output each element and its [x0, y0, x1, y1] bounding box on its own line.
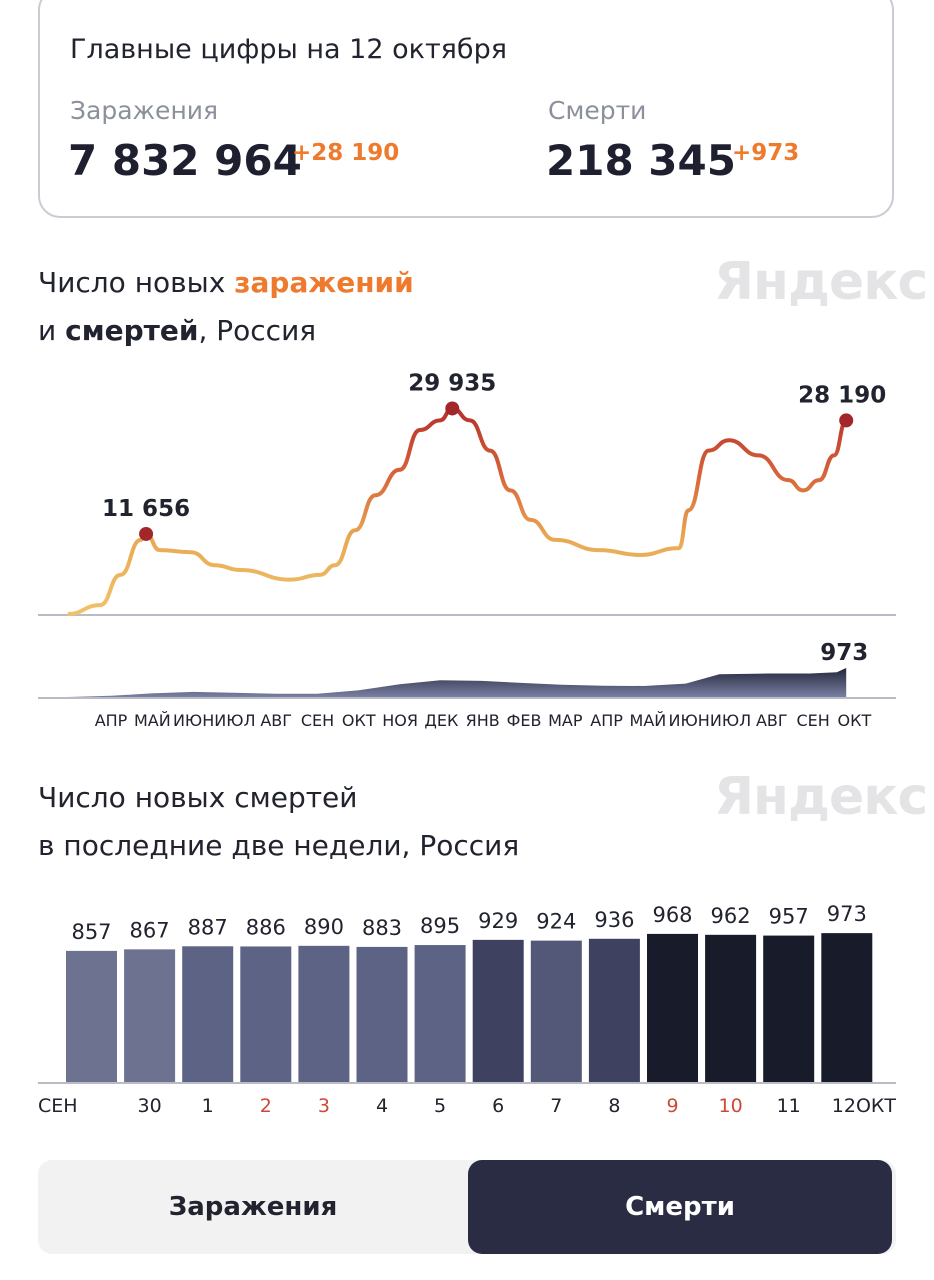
x-tick-label: ИЮЛ [710, 711, 751, 730]
bar-category-label: 1 [202, 1095, 214, 1117]
x-tick-label: ОКТ [838, 711, 872, 730]
peak-label: 29 935 [408, 370, 496, 396]
peak-label: 28 190 [798, 382, 886, 408]
x-tick-label: ИЮН [669, 711, 710, 730]
bar-value-label: 890 [304, 915, 344, 939]
peak-marker [139, 526, 154, 541]
chart2-title-line2: в последние две недели, Россия [38, 829, 520, 862]
bar-category-label: 4 [376, 1095, 388, 1117]
yandex-watermark: Яндекс [714, 252, 928, 312]
infections-button[interactable]: Заражения [168, 1192, 338, 1222]
bar-value-label: 883 [362, 916, 402, 940]
x-tick-label: ДЕК [424, 711, 459, 730]
chart2-title-line1: Число новых смертей [38, 781, 358, 814]
bar-value-label: 929 [478, 909, 518, 933]
x-tick-label: НОЯ [382, 711, 418, 730]
x-tick-label: АПР [590, 711, 623, 730]
chart1-title-deaths: смертей [65, 314, 199, 347]
bar-value-label: 886 [246, 915, 286, 939]
x-tick-label: ИЮЛ [214, 711, 255, 730]
deaths-bar-chart: 857 СЕН 867 30 887 1 886 2 890 3 883 4 895 5 929 6 924 7 9… [38, 902, 897, 1117]
bar-category-label: 11 [777, 1095, 801, 1117]
bar-category-label: 12ОКТ [832, 1095, 897, 1117]
chart1-title-infections: заражений [234, 266, 414, 299]
x-tick-label: ИЮН [173, 711, 214, 730]
infections-label: Заражения [70, 96, 219, 125]
bar-category-label: 7 [550, 1095, 562, 1117]
deaths-label: Смерти [548, 96, 647, 125]
bar [240, 946, 292, 1082]
bar-value-label: 936 [594, 908, 634, 932]
bar [124, 949, 176, 1082]
bar-category-label: 3 [318, 1095, 330, 1117]
deaths-delta: +973 [732, 140, 800, 166]
bar [182, 946, 234, 1082]
bar-value-label: 973 [827, 902, 867, 926]
x-tick-label: ОКТ [342, 711, 376, 730]
peak-marker [445, 401, 460, 416]
bar-value-label: 887 [188, 915, 228, 939]
infections-total: 7 832 964 [68, 136, 302, 185]
x-tick-label: СЕН [301, 711, 334, 730]
bar-category-label: 10 [719, 1095, 743, 1117]
bar-value-label: 924 [536, 910, 576, 934]
bar-value-label: 857 [71, 920, 111, 944]
x-tick-label: АВГ [260, 711, 292, 730]
x-tick-label: МАЙ [134, 711, 171, 730]
x-tick-label: ФЕВ [507, 711, 542, 730]
bar [472, 939, 524, 1082]
deaths-latest-label: 973 [820, 640, 868, 666]
bar [356, 946, 408, 1082]
bar-value-label: 962 [711, 904, 751, 928]
bar-category-label: 6 [492, 1095, 504, 1117]
bar-value-label: 867 [130, 918, 170, 942]
metric-toggle: Заражения Смерти [38, 1160, 896, 1254]
x-tick-label: АПР [95, 711, 128, 730]
bar-category-label: 5 [434, 1095, 446, 1117]
peak-label: 11 656 [102, 496, 190, 522]
bar-value-label: 957 [769, 905, 809, 929]
bar-value-label: 895 [420, 914, 460, 938]
deaths-button[interactable]: Смерти [468, 1160, 892, 1254]
chart1-title-text: Число новых [38, 266, 235, 299]
x-tick-label: ЯНВ [466, 711, 500, 730]
bar-category-label: 2 [260, 1095, 272, 1117]
bar [821, 933, 873, 1082]
bar [763, 935, 815, 1082]
bar [66, 950, 117, 1082]
peak-marker [839, 413, 854, 428]
bar [414, 945, 466, 1082]
chart2-title: Число новых смертей в последние две неде… [38, 774, 519, 870]
bar-category-label: СЕН [38, 1095, 78, 1117]
bar [588, 938, 640, 1082]
chart1-title-text: , Россия [198, 314, 317, 347]
chart1-title-text: и [38, 314, 66, 347]
summary-card [38, 0, 894, 218]
deaths-area [67, 668, 847, 697]
bar [298, 945, 350, 1082]
bar-category-label: 9 [666, 1095, 678, 1117]
bar-category-label: 30 [138, 1095, 162, 1117]
yandex-watermark: Яндекс [714, 767, 928, 827]
x-tick-label: СЕН [796, 711, 829, 730]
bar [705, 934, 757, 1082]
bar-category-label: 8 [608, 1095, 620, 1117]
infections-delta: +28 190 [292, 140, 400, 166]
bar [647, 933, 698, 1082]
chart1-title: Число новых заражений и смертей, Россия [38, 259, 414, 355]
bar-value-label: 968 [652, 903, 692, 927]
bar [530, 940, 582, 1082]
x-tick-label: МАЙ [630, 711, 667, 730]
x-tick-label: АВГ [756, 711, 788, 730]
x-tick-label: МАР [548, 711, 583, 730]
deaths-total: 218 345 [546, 136, 736, 185]
summary-title: Главные цифры на 12 октября [70, 34, 507, 65]
